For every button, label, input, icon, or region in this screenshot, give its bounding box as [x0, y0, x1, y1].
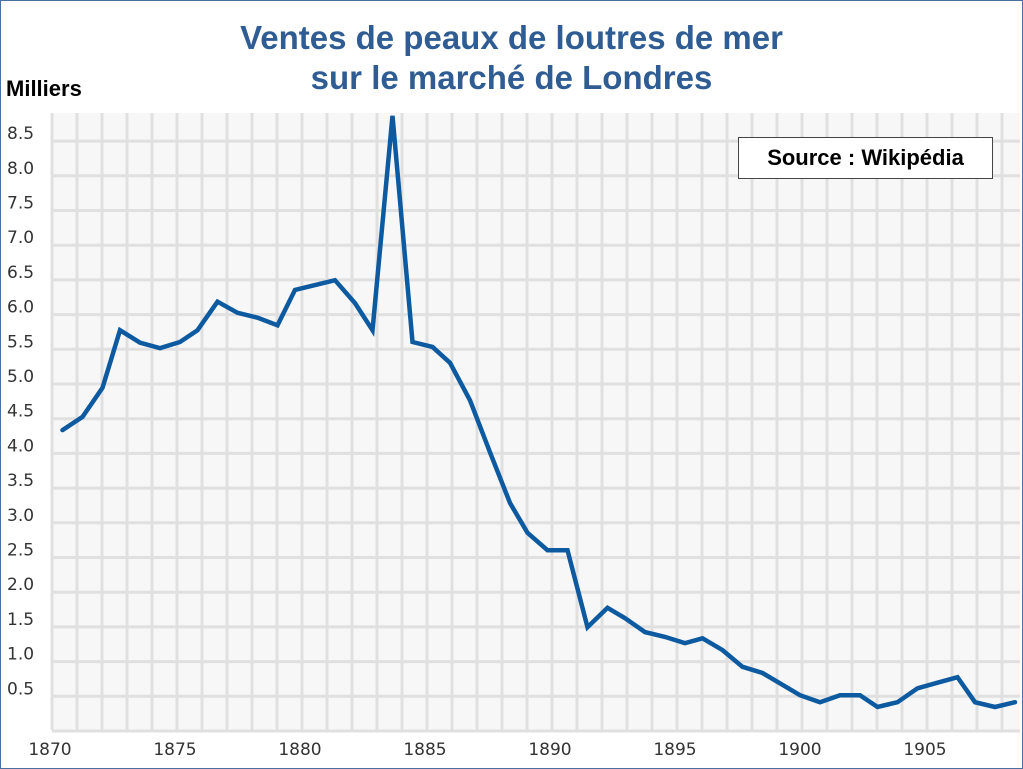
- y-tick-label: 2.5: [7, 541, 34, 561]
- chart-title-line-2: sur le marché de Londres: [310, 59, 713, 96]
- x-tick-labels: 1870 1875 1880 1885 1890 1895 1900 1905: [28, 740, 946, 760]
- y-tick-label: 4.0: [7, 436, 34, 456]
- y-tick-label: 8.0: [7, 159, 34, 179]
- y-tick-label: 1.5: [7, 610, 34, 630]
- series-line: [60, 115, 1018, 710]
- y-tick-label: 5.0: [7, 367, 34, 387]
- y-axis-label: Milliers: [6, 76, 82, 101]
- source-annotation: Source : Wikipédia: [738, 137, 993, 179]
- y-tick-label: 7.0: [7, 228, 34, 248]
- y-tick-label: 7.5: [7, 194, 34, 214]
- chart-title-line-1: Ventes de peaux de loutres de mer: [240, 19, 783, 56]
- series-sales: [60, 115, 1018, 710]
- x-tick-label: 1890: [528, 740, 571, 760]
- x-tick-label: 1895: [653, 740, 696, 760]
- y-tick-label: 2.0: [7, 575, 34, 595]
- x-tick-label: 1870: [28, 740, 71, 760]
- y-tick-label: 3.5: [7, 471, 34, 491]
- x-tick-label: 1905: [903, 740, 946, 760]
- y-tick-label: 0.5: [7, 679, 34, 699]
- y-tick-label: 6.0: [7, 298, 34, 318]
- y-tick-label: 4.5: [7, 402, 34, 422]
- x-tick-label: 1880: [278, 740, 321, 760]
- x-tick-label: 1885: [403, 740, 446, 760]
- y-tick-labels: 0.5 1.0 1.5 2.0 2.5 3.0 3.5 4.0 4.5 5.0 5.5 6.0 6.5 7…: [7, 124, 34, 699]
- x-tick-label: 1900: [778, 740, 821, 760]
- y-tick-label: 8.5: [7, 124, 34, 144]
- grid: [50, 113, 1020, 733]
- y-tick-label: 5.5: [7, 332, 34, 352]
- y-tick-label: 3.0: [7, 506, 34, 526]
- plot-area: [52, 113, 1020, 730]
- y-tick-label: 1.0: [7, 645, 34, 665]
- x-tick-label: 1875: [153, 740, 196, 760]
- y-tick-label: 6.5: [7, 263, 34, 283]
